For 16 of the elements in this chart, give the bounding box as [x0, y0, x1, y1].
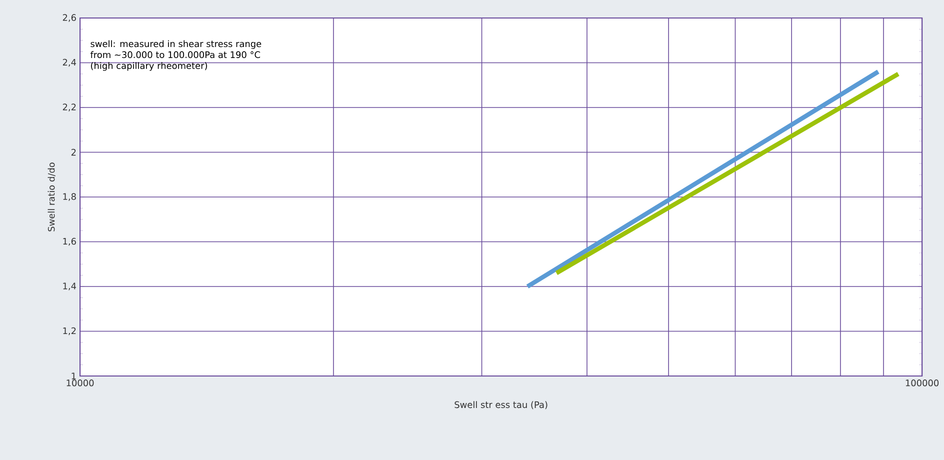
y-tick-label: 1,6	[63, 238, 76, 246]
y-tick-label: 1,8	[63, 193, 76, 201]
y-tick-label: 2	[71, 148, 76, 156]
y-tick-label: 1,2	[63, 327, 76, 336]
x-axis-title: Swell str ess tau (Pa)	[454, 401, 548, 410]
x-tick-label: 100000	[906, 380, 939, 386]
y-tick-label: 1	[72, 372, 76, 380]
y-tick-label: 2,6	[62, 14, 76, 22]
y-tick-label: 2,2	[62, 104, 76, 112]
x-tick-label: 10000	[66, 380, 94, 386]
annotation: from ~30.000 to 100.000Pa at 190 °C	[90, 51, 260, 58]
annotation: (high capillary rheometer)	[91, 62, 208, 71]
y-tick-label: 1,4	[63, 282, 76, 290]
annotation: swell: measured in shear stress range	[90, 40, 262, 49]
y-axis-title: Swell ratio d/do	[48, 162, 56, 232]
y-tick-label: 2,4	[62, 58, 76, 67]
